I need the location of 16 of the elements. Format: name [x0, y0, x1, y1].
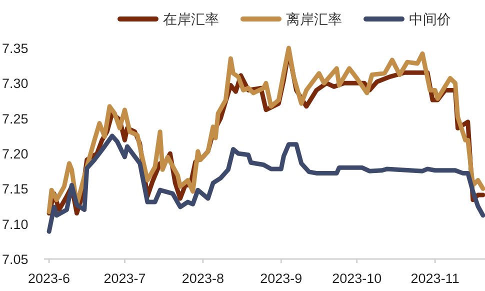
x-tick-label: 2023-10 [332, 271, 382, 286]
x-tick-label: 2023-6 [28, 271, 70, 286]
y-tick-label: 7.10 [2, 216, 28, 232]
legend-label: 中间价 [409, 11, 451, 27]
y-tick-label: 7.35 [2, 41, 28, 56]
x-tick-label: 2023-8 [182, 271, 224, 286]
y-tick-label: 7.25 [2, 111, 28, 126]
y-tick-label: 7.05 [2, 252, 28, 267]
legend-label: 离岸汇率 [286, 11, 342, 27]
x-tick-label: 2023-7 [104, 271, 146, 286]
x-tick-label: 2023-9 [260, 271, 302, 286]
y-tick-label: 7.20 [2, 146, 28, 162]
x-tick-label: 2023-11 [410, 271, 460, 286]
y-tick-label: 7.30 [2, 76, 28, 92]
y-tick-label: 7.15 [2, 182, 28, 197]
legend-label: 在岸汇率 [163, 11, 219, 27]
